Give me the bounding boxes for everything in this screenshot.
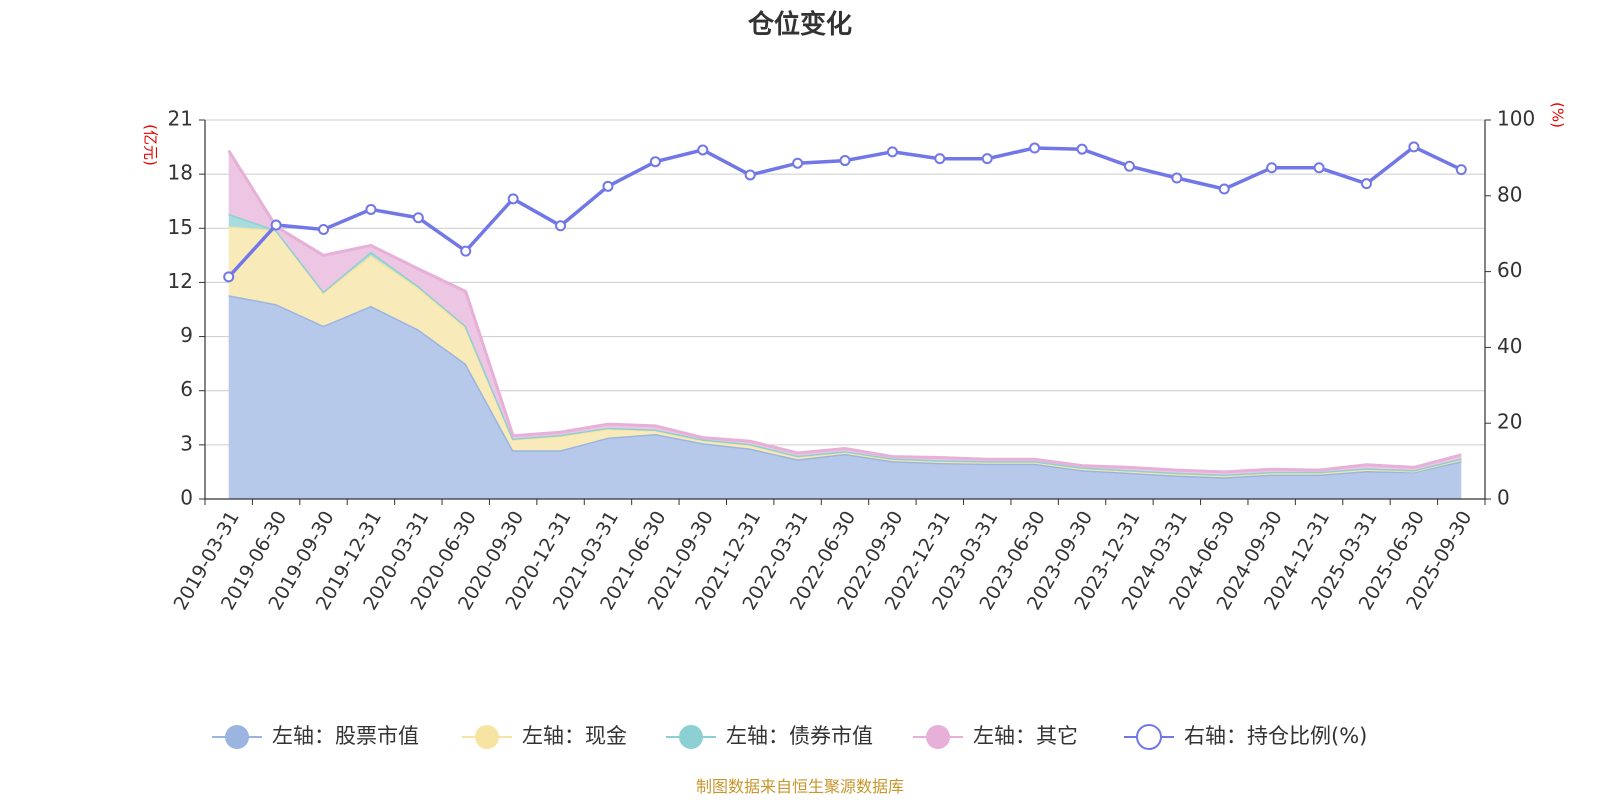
ratio-point bbox=[1313, 162, 1325, 174]
left-tick-label: 21 bbox=[168, 107, 193, 131]
ratio-point bbox=[697, 144, 709, 156]
ratio-point bbox=[602, 180, 614, 192]
legend-symbol bbox=[1136, 724, 1162, 750]
right-axis-unit: (%) bbox=[1549, 102, 1567, 128]
left-axis-unit: (亿元) bbox=[142, 124, 160, 166]
legend-label: 左轴：现金 bbox=[522, 724, 627, 748]
ratio-point bbox=[318, 224, 330, 236]
left-tick-label: 15 bbox=[168, 215, 193, 239]
ratio-point bbox=[981, 153, 993, 165]
ratio-point bbox=[270, 219, 282, 231]
ratio-point bbox=[460, 245, 472, 257]
chart-title: 仓位变化 bbox=[747, 9, 852, 40]
ratio-point bbox=[792, 157, 804, 169]
left-tick-label: 0 bbox=[180, 486, 193, 510]
ratio-point bbox=[555, 220, 567, 232]
ratio-point bbox=[1455, 164, 1467, 176]
ratio-point bbox=[1218, 183, 1230, 195]
ratio-point bbox=[934, 153, 946, 165]
area-左轴：股票市值 bbox=[228, 295, 1462, 499]
stacked-areas bbox=[227, 149, 1462, 499]
legend-symbol bbox=[475, 725, 499, 749]
ratio-point bbox=[1408, 141, 1420, 153]
legend-symbol bbox=[926, 725, 950, 749]
ratio-point bbox=[1266, 162, 1278, 174]
ratio-point bbox=[1360, 178, 1372, 190]
ratio-point bbox=[223, 271, 235, 283]
ratio-point bbox=[1076, 143, 1088, 155]
ratio-point bbox=[1171, 172, 1183, 184]
ratio-point bbox=[649, 156, 661, 168]
left-tick-label: 18 bbox=[168, 161, 193, 185]
legend-label: 左轴：债券市值 bbox=[726, 724, 873, 748]
ratio-point bbox=[1029, 142, 1041, 154]
left-tick-label: 9 bbox=[180, 323, 193, 347]
right-tick-label: 20 bbox=[1497, 410, 1522, 434]
ratio-point bbox=[839, 155, 851, 167]
right-tick-label: 100 bbox=[1497, 107, 1535, 131]
legend: 左轴：股票市值 左轴：现金 左轴：债券市值 左轴：其它 右轴：持仓比例(%) bbox=[212, 724, 1367, 750]
ratio-point bbox=[412, 212, 424, 224]
source-note: 制图数据来自恒生聚源数据库 bbox=[696, 777, 904, 796]
ratio-point bbox=[507, 193, 519, 205]
right-tick-label: 0 bbox=[1497, 486, 1510, 510]
ratio-point bbox=[886, 146, 898, 158]
legend-label: 左轴：股票市值 bbox=[272, 724, 419, 748]
left-tick-label: 12 bbox=[168, 269, 193, 293]
legend-label: 左轴：其它 bbox=[973, 724, 1078, 748]
ratio-line bbox=[223, 141, 1467, 283]
legend-symbol bbox=[679, 725, 703, 749]
ratio-point bbox=[1123, 160, 1135, 172]
ratio-point bbox=[365, 203, 377, 215]
area-edge-左轴：其它 bbox=[227, 149, 1462, 474]
right-tick-label: 60 bbox=[1497, 258, 1522, 282]
right-tick-label: 40 bbox=[1497, 334, 1522, 358]
left-tick-label: 6 bbox=[180, 377, 193, 401]
right-tick-label: 80 bbox=[1497, 182, 1522, 206]
ratio-point bbox=[744, 169, 756, 181]
legend-label: 右轴：持仓比例(%) bbox=[1184, 724, 1367, 748]
legend-symbol bbox=[225, 725, 249, 749]
left-tick-label: 3 bbox=[180, 431, 193, 455]
